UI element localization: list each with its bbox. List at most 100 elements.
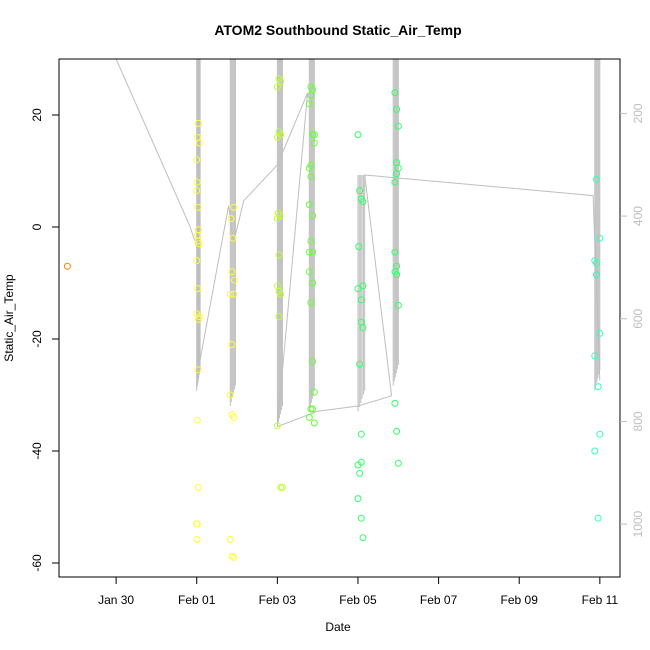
data-point xyxy=(355,243,363,251)
y-tick-label: 20 xyxy=(30,108,44,122)
data-point xyxy=(310,131,318,139)
data-point xyxy=(193,416,201,424)
data-point xyxy=(275,313,283,321)
data-point xyxy=(273,422,281,430)
data-point xyxy=(393,271,401,279)
data-point xyxy=(393,427,401,435)
data-point xyxy=(591,447,599,455)
data-point xyxy=(230,553,238,561)
data-point xyxy=(357,514,365,522)
data-point xyxy=(63,262,71,270)
data-point xyxy=(359,198,367,206)
data-point xyxy=(357,296,365,304)
data-point xyxy=(593,259,600,267)
data-point xyxy=(193,536,201,543)
data-point xyxy=(310,419,318,427)
secondary-y-tick-label: 800 xyxy=(631,411,645,431)
x-axis: Jan 30 Feb 01 Feb 03 Feb 05 Feb 07 Feb 09 Feb … xyxy=(98,577,618,607)
y-tick-label: -20 xyxy=(30,330,44,348)
data-point xyxy=(305,268,313,276)
x-tick-label: Feb 11 xyxy=(582,593,619,607)
data-point xyxy=(226,290,234,298)
data-point xyxy=(194,203,202,211)
data-point xyxy=(310,139,318,147)
data-point xyxy=(305,201,313,209)
data-point xyxy=(230,413,238,421)
data-point xyxy=(307,173,315,181)
data-point xyxy=(394,301,402,309)
data-point xyxy=(307,405,315,413)
data-point xyxy=(226,536,234,543)
secondary-y-tick-label: 600 xyxy=(631,308,645,328)
data-point xyxy=(596,430,604,438)
data-point xyxy=(391,399,399,407)
chart-title: ATOM2 Southbound Static_Air_Temp xyxy=(214,22,461,38)
data-point xyxy=(227,215,235,223)
x-tick-label: Feb 03 xyxy=(259,593,297,607)
data-point xyxy=(273,215,281,223)
secondary-y-tick-label: 1000 xyxy=(631,510,645,537)
data-point xyxy=(591,352,599,360)
data-point xyxy=(305,164,313,172)
data-point xyxy=(228,341,236,349)
data-point xyxy=(309,248,317,256)
reference-line xyxy=(59,58,601,428)
data-point xyxy=(194,119,202,127)
data-point xyxy=(275,251,283,259)
data-point xyxy=(391,178,399,186)
data-point xyxy=(307,91,315,99)
data-point xyxy=(226,391,234,399)
data-point xyxy=(193,187,201,195)
x-axis-label: Date xyxy=(325,620,351,634)
data-point xyxy=(193,156,201,164)
x-tick-label: Feb 07 xyxy=(420,593,458,607)
data-point xyxy=(356,360,364,368)
y-tick-label: -60 xyxy=(30,554,44,572)
data-point xyxy=(309,279,317,287)
x-tick-label: Feb 09 xyxy=(501,593,539,607)
data-point xyxy=(305,413,313,421)
data-point xyxy=(278,483,286,491)
data-point xyxy=(359,324,367,332)
data-point xyxy=(310,388,318,396)
data-point xyxy=(357,430,365,438)
data-points xyxy=(63,75,604,561)
secondary-y-tick-label: 200 xyxy=(631,103,645,123)
data-point xyxy=(359,534,367,542)
data-point xyxy=(354,131,362,139)
data-point xyxy=(193,257,201,265)
data-point xyxy=(193,520,201,528)
data-point xyxy=(194,285,202,293)
data-point xyxy=(356,187,364,195)
data-point xyxy=(309,212,317,220)
data-point xyxy=(230,290,238,298)
data-point xyxy=(596,329,604,337)
y-tick-label: 0 xyxy=(30,223,44,230)
data-point xyxy=(230,203,238,211)
data-point xyxy=(305,100,313,108)
data-point xyxy=(231,276,238,284)
x-tick-label: Jan 30 xyxy=(98,593,134,607)
data-point xyxy=(305,248,313,256)
data-point xyxy=(356,469,364,477)
x-tick-label: Feb 05 xyxy=(339,593,377,607)
data-point xyxy=(194,366,202,374)
data-point xyxy=(596,234,604,242)
data-point xyxy=(195,240,203,248)
data-point xyxy=(393,170,401,178)
data-point xyxy=(593,175,600,183)
data-point xyxy=(273,83,281,91)
data-point xyxy=(354,285,362,293)
data-point xyxy=(229,234,237,242)
reference-line-path xyxy=(59,58,601,428)
secondary-y-axis: 200 400 600 800 1000 xyxy=(620,103,645,537)
data-point xyxy=(307,299,315,307)
secondary-y-tick-label: 400 xyxy=(631,206,645,226)
data-point xyxy=(193,178,201,186)
data-point xyxy=(594,383,602,391)
data-point xyxy=(196,313,203,321)
data-point xyxy=(277,290,285,298)
data-point xyxy=(307,237,315,245)
x-tick-label: Feb 01 xyxy=(178,593,216,607)
